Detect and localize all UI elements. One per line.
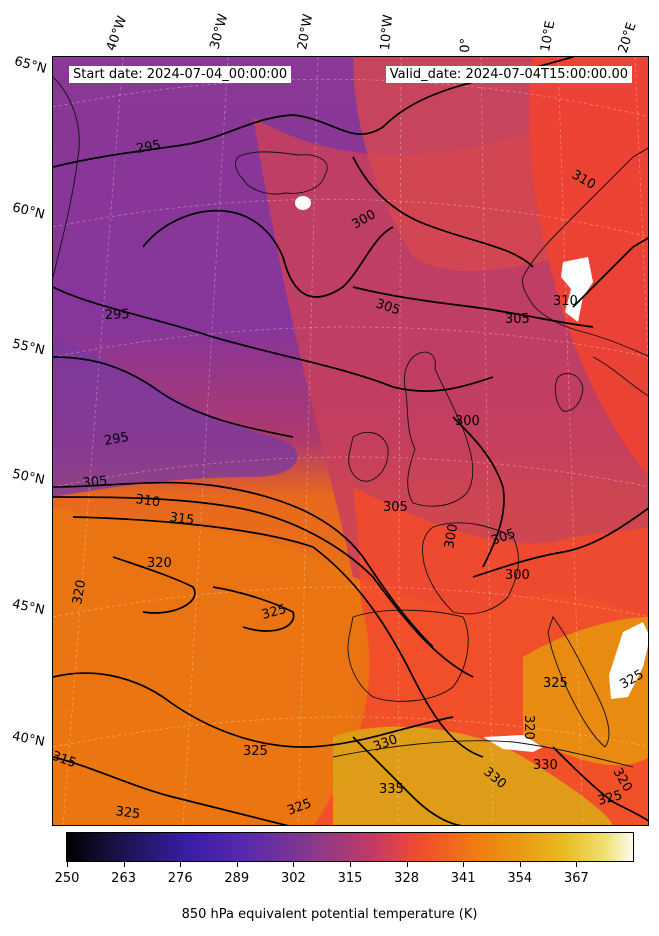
valid-date-label: Valid_date: 2024-07-04T15:00:00.00 [385, 66, 632, 83]
contour-label: 325 [596, 788, 624, 809]
coast-norway [522, 147, 648, 357]
colorbar-tick-label: 276 [167, 871, 193, 886]
contour-label: 295 [105, 307, 130, 323]
coast-italy [547, 616, 610, 748]
contour-label: 320 [70, 579, 89, 606]
colorbar-tick [576, 862, 578, 867]
contour-lines [53, 57, 648, 825]
lat-label-60n: 60°N [10, 200, 47, 223]
colorbar-tick [406, 862, 408, 867]
warm-region-atlantic [53, 507, 370, 825]
lat-label-65n: 65°N [12, 54, 49, 77]
contour-label: 305 [82, 474, 108, 491]
colorbar-tick [350, 862, 351, 867]
colorbar-tick [236, 862, 238, 867]
colorbar-tick [67, 862, 68, 867]
colorbar-tick [123, 862, 125, 867]
coast-ireland [348, 431, 389, 482]
colorbar-tick-label: 289 [224, 871, 250, 886]
missing-data-iceland [295, 196, 311, 210]
lon-label-40w: 40°W [103, 14, 131, 53]
lon-label-0: 0° [458, 37, 474, 53]
contour-label: 315 [53, 749, 78, 772]
contour-label: 305 [383, 500, 408, 515]
colorbar-tick-label: 263 [111, 871, 137, 886]
lat-label-55n: 55°N [10, 336, 47, 359]
contour-label: 295 [103, 430, 130, 449]
lon-label-20e: 20°E [615, 20, 640, 55]
colorbar-tick [180, 862, 182, 867]
coast-greenland [53, 76, 80, 278]
coastlines [53, 76, 648, 768]
coast-iberia [347, 609, 469, 702]
contour-label: 310 [553, 294, 578, 309]
coast-denmark [554, 373, 584, 412]
start-date-label: Start date: 2024-07-04_00:00:00 [69, 66, 292, 83]
contour-label: 325 [260, 602, 288, 623]
missing-data-norway [561, 257, 593, 322]
colorbar-tick [463, 862, 465, 867]
map-panel: 295 295 295 300 300 300 300 305 305 305 … [52, 56, 649, 826]
contour-label: 335 [379, 782, 404, 797]
missing-data-atlas [483, 735, 543, 752]
lon-label-10w: 10°W [378, 13, 397, 51]
colorbar-tick-label: 302 [280, 871, 306, 886]
contour-label: 315 [168, 510, 195, 528]
lon-label-20w: 20°W [295, 13, 317, 52]
map-canvas: 295 295 295 300 300 300 300 305 305 305 … [53, 57, 648, 825]
cool-region-west [53, 337, 298, 497]
colorbar-tick [519, 862, 521, 867]
coast-iceland [235, 151, 328, 195]
contour-label: 305 [374, 297, 402, 319]
colorbar-tick [293, 862, 295, 867]
missing-data-alps-east [609, 622, 648, 699]
coast-north-africa [332, 740, 634, 768]
colorbar-tick-label: 250 [54, 871, 80, 886]
contour-label: 300 [505, 568, 530, 583]
colorbar-tick-label: 315 [337, 871, 363, 886]
contour-label: 310 [134, 492, 161, 510]
colorbar-tick-label: 354 [507, 871, 533, 886]
contour-label: 300 [455, 414, 480, 429]
graticule [53, 57, 648, 825]
coast-france [422, 522, 519, 615]
lon-label-30w: 30°W [207, 12, 232, 51]
contour-label: 325 [243, 744, 268, 759]
contour-label: 330 [533, 758, 558, 773]
contour-label: 300 [442, 523, 461, 550]
colorbar-label: 850 hPa equivalent potential temperature… [181, 907, 478, 922]
contour-label: 305 [505, 312, 530, 327]
warm-region-africa [333, 726, 613, 825]
lat-label-40n: 40°N [10, 729, 46, 750]
contour-label: 320 [521, 715, 536, 740]
contour-label: 295 [135, 138, 162, 157]
colorbar-tick-label: 367 [563, 871, 589, 886]
colorbar-tick-label: 341 [450, 871, 476, 886]
contour-label: 325 [114, 804, 141, 822]
coast-baltic [592, 356, 648, 397]
lon-label-10e: 10°E [538, 19, 559, 54]
lat-label-45n: 45°N [10, 596, 46, 619]
colorbar-tick-label: 328 [394, 871, 420, 886]
lat-label-50n: 50°N [10, 466, 46, 489]
coast-britain [404, 351, 474, 507]
contour-label: 325 [543, 676, 568, 691]
colorbar [66, 832, 634, 862]
contour-label: 320 [147, 556, 172, 571]
